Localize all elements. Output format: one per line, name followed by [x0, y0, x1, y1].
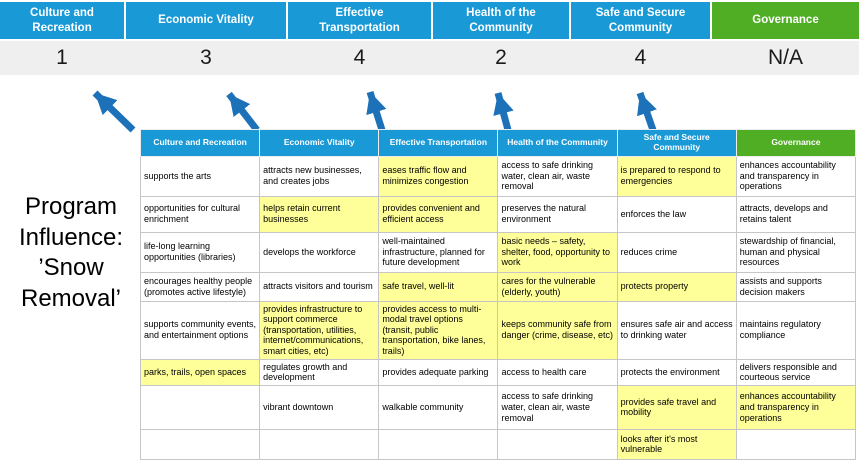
matrix-cell-highlighted: safe travel, well-lit: [378, 271, 499, 302]
pillar-score-5: 4: [634, 46, 647, 69]
matrix-cell: walkable community: [378, 384, 499, 430]
matrix-cell: reduces crime: [616, 231, 737, 273]
matrix-header: Governance: [735, 129, 857, 157]
pillar-header-2: Economic Vitality: [126, 2, 286, 39]
up-arrow-icon: [636, 91, 657, 132]
pillar-score-4: 2: [495, 46, 507, 69]
influence-arrows: [92, 90, 657, 133]
score-band: 1 3 4 2 4 N/A: [0, 41, 859, 75]
matrix-cell-highlighted: enhances accountability and transparency…: [735, 384, 857, 430]
matrix-cell: well-maintained infrastructure, planned …: [378, 231, 499, 273]
matrix-cell-highlighted: provides safe travel and mobility: [616, 384, 737, 430]
matrix-cell: delivers responsible and courteous servi…: [735, 358, 857, 386]
matrix-cell: vibrant downtown: [259, 384, 380, 430]
matrix-header: Culture and Recreation: [139, 129, 261, 157]
pillar-score-3: 4: [353, 46, 366, 69]
matrix-cell: access to safe drinking water, clean air…: [497, 384, 618, 430]
matrix-row: vibrant downtown walkable community access…: [139, 384, 857, 430]
matrix-cell-highlighted: cares for the vulnerable (elderly, youth…: [497, 271, 618, 302]
up-arrow-icon: [366, 90, 387, 132]
matrix-row: supports community events, and entertain…: [139, 300, 857, 360]
matrix-cell: provides adequate parking: [378, 358, 499, 386]
matrix-cell: attracts new businesses, and creates job…: [259, 155, 380, 197]
matrix-cell: [259, 428, 380, 460]
pillar-score-1: 1: [56, 46, 68, 69]
matrix-cell: supports the arts: [139, 155, 261, 197]
matrix-cell: encourages healthy people (promotes acti…: [139, 271, 261, 302]
pillar-score-6: N/A: [767, 46, 803, 69]
influence-matrix: Culture and Recreation Economic Vitality E…: [139, 129, 857, 460]
matrix-cell: enforces the law: [616, 195, 737, 233]
matrix-cell-highlighted: provides access to multi-modal travel op…: [378, 300, 499, 360]
matrix-cell: enhances accountability and transparency…: [735, 155, 857, 197]
matrix-cell: assists and supports decision makers: [735, 271, 857, 302]
matrix-header: Health of the Community: [497, 129, 618, 157]
pillar-header-6: Governance: [712, 2, 859, 39]
matrix-cell: ensures safe air and access to drinking …: [616, 300, 737, 360]
matrix-cell: access to health care: [497, 358, 618, 386]
up-arrow-icon: [92, 90, 136, 133]
matrix-cell: access to safe drinking water, clean air…: [497, 155, 618, 197]
matrix-cell: preserves the natural environment: [497, 195, 618, 233]
matrix-row: supports the arts attracts new businesses…: [139, 155, 857, 197]
matrix-cell-highlighted: eases traffic flow and minimizes congest…: [378, 155, 499, 197]
matrix-row: parks, trails, open spaces regulates grow…: [139, 358, 857, 386]
matrix-cell: opportunities for cultural enrichment: [139, 195, 261, 233]
matrix-cell: [735, 428, 857, 460]
matrix-cell: [139, 428, 261, 460]
matrix-cell: [497, 428, 618, 460]
matrix-cell: regulates growth and development: [259, 358, 380, 386]
program-title: Program Influence: ’Snow Removal’: [18, 193, 124, 313]
matrix-cell: attracts, develops and retains talent: [735, 195, 857, 233]
influence-matrix-wrap: Culture and Recreation Economic Vitality E…: [139, 129, 857, 460]
up-arrow-icon: [226, 91, 260, 133]
pillar-header-5: Safe and Secure Community: [571, 2, 710, 39]
matrix-cell: attracts visitors and tourism: [259, 271, 380, 302]
matrix-row: encourages healthy people (promotes acti…: [139, 271, 857, 302]
matrix-row: opportunities for cultural enrichment hel…: [139, 195, 857, 233]
matrix-header: Economic Vitality: [259, 129, 380, 157]
up-arrow-icon: [493, 92, 514, 131]
pillar-header-3: Effective Transportation: [288, 2, 431, 39]
matrix-cell-highlighted: provides convenient and efficient access: [378, 195, 499, 233]
matrix-cell-highlighted: provides infrastructure to support comme…: [259, 300, 380, 360]
matrix-cell: life-long learning opportunities (librar…: [139, 231, 261, 273]
matrix-cell-highlighted: basic needs – safety, shelter, food, opp…: [497, 231, 618, 273]
matrix-cell: supports community events, and entertain…: [139, 300, 261, 360]
matrix-cell: maintains regulatory compliance: [735, 300, 857, 360]
matrix-cell-highlighted: keeps community safe from danger (crime,…: [497, 300, 618, 360]
matrix-row: life-long learning opportunities (librar…: [139, 231, 857, 273]
matrix-cell-highlighted: protects property: [616, 271, 737, 302]
pillar-header-4: Health of the Community: [433, 2, 569, 39]
matrix-cell-highlighted: looks after it's most vulnerable: [616, 428, 737, 460]
matrix-row: looks after it's most vulnerable: [139, 428, 857, 460]
matrix-header: Effective Transportation: [378, 129, 499, 157]
matrix-cell: protects the environment: [616, 358, 737, 386]
pillar-header-1: Culture and Recreation: [0, 2, 124, 39]
pillar-score-2: 3: [200, 46, 212, 69]
matrix-header: Safe and Secure Community: [616, 129, 737, 157]
matrix-cell: develops the workforce: [259, 231, 380, 273]
matrix-cell-highlighted: parks, trails, open spaces: [139, 358, 261, 386]
matrix-cell-highlighted: helps retain current businesses: [259, 195, 380, 233]
matrix-cell: stewardship of financial, human and phys…: [735, 231, 857, 273]
matrix-cell-highlighted: is prepared to respond to emergencies: [616, 155, 737, 197]
matrix-cell: [378, 428, 499, 460]
matrix-cell: [139, 384, 261, 430]
matrix-header-row: Culture and Recreation Economic Vitality E…: [139, 129, 857, 157]
pillar-banner: Culture and Recreation Economic Vitality E…: [0, 2, 859, 39]
